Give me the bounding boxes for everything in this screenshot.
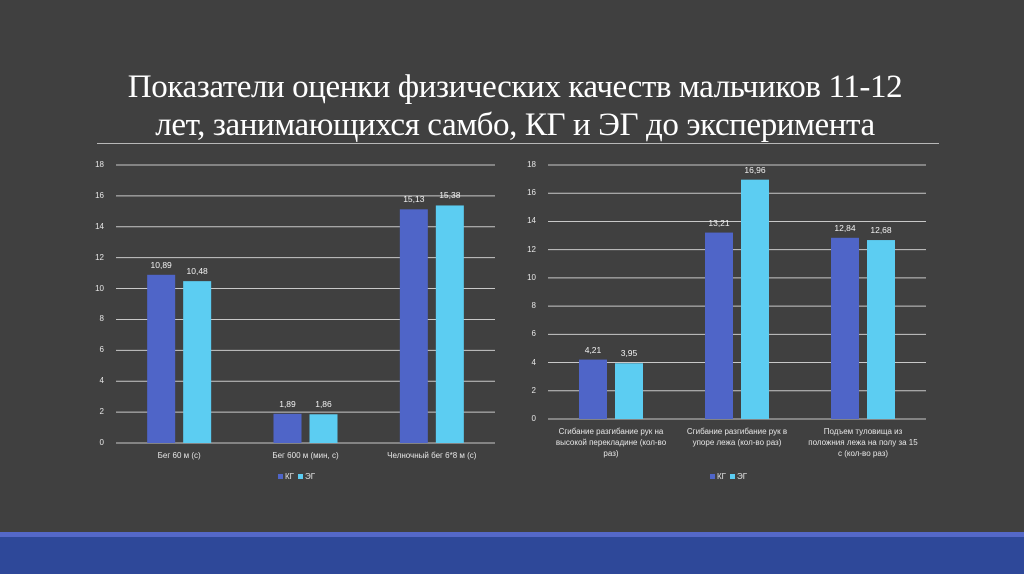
x-axis-category-label: Бег 60 м (с) xyxy=(157,451,201,460)
y-axis-tick: 18 xyxy=(95,160,104,169)
y-axis-tick: 12 xyxy=(527,244,536,254)
bar-eg xyxy=(615,363,643,419)
bar-eg xyxy=(309,414,338,443)
y-axis-tick: 10 xyxy=(527,272,536,282)
y-axis-tick: 4 xyxy=(99,376,104,386)
slide-title: Показатели оценки физических качеств мал… xyxy=(80,68,950,144)
y-axis-tick: 8 xyxy=(531,301,536,311)
bar-kg xyxy=(147,274,176,443)
legend-swatch xyxy=(278,474,283,479)
legend-swatch xyxy=(710,474,715,479)
bar-data-label: 1,86 xyxy=(315,399,332,410)
legend-item-eg: ЭГ xyxy=(298,472,315,481)
y-axis-tick: 12 xyxy=(95,252,104,262)
bar-eg xyxy=(183,281,212,443)
y-axis-tick: 0 xyxy=(531,414,536,423)
legend-label: КГ xyxy=(285,472,294,481)
bar-data-label: 12,84 xyxy=(834,222,856,233)
legend-swatch xyxy=(298,474,303,479)
title-divider xyxy=(97,143,939,144)
bar-kg xyxy=(399,209,428,443)
slide-title-line-1: Показатели оценки физических качеств мал… xyxy=(127,69,903,105)
bar-data-label: 3,95 xyxy=(620,348,638,359)
bar-eg xyxy=(435,205,464,443)
y-axis-tick: 16 xyxy=(527,188,536,198)
y-axis-tick: 10 xyxy=(95,283,104,293)
y-axis-tick: 18 xyxy=(527,160,536,169)
y-axis-tick: 6 xyxy=(531,329,536,339)
legend-label: КГ xyxy=(717,472,726,481)
bar-data-label: 10,89 xyxy=(150,259,172,270)
bar-data-label: 15,38 xyxy=(439,190,461,201)
footer-bar xyxy=(0,537,1024,574)
y-axis-tick: 8 xyxy=(99,314,104,324)
bar-data-label: 1,89 xyxy=(279,398,296,409)
y-axis-tick: 0 xyxy=(99,438,104,447)
x-axis-category-label: Подъем туловища из положния лежа на полу … xyxy=(808,427,918,458)
bar-kg xyxy=(831,237,859,419)
bar-eg xyxy=(741,179,769,419)
x-axis-category-label: Челночный бег 6*8 м (с) xyxy=(387,451,477,460)
legend-label: ЭГ xyxy=(305,472,316,481)
bar-data-label: 16,96 xyxy=(744,164,766,175)
x-axis-category-label: Бег 600 м (мин, с) xyxy=(272,451,339,460)
slide-title-line-2: лет, занимающихся самбо, КГ и ЭГ до эксп… xyxy=(155,107,875,143)
legend-swatch xyxy=(730,474,735,479)
legend-label: ЭГ xyxy=(737,472,748,481)
chart-legend: КГ ЭГ xyxy=(710,472,747,481)
bar-eg xyxy=(867,240,895,419)
y-axis-tick: 2 xyxy=(531,385,536,395)
x-axis-category-label: Сгибание разгибание рук на высокой перекл… xyxy=(555,427,667,458)
legend-item-kg: КГ xyxy=(278,472,294,481)
y-axis-tick: 2 xyxy=(99,407,104,417)
bar-data-label: 10,48 xyxy=(186,266,208,277)
y-axis-tick: 4 xyxy=(531,357,536,367)
x-axis-category-label: Сгибание разгибание рук в упоре лежа (кол… xyxy=(686,427,788,447)
legend-item-eg: ЭГ xyxy=(730,472,747,481)
bar-data-label: 13,21 xyxy=(708,217,730,228)
bar-data-label: 15,13 xyxy=(403,194,425,205)
bar-data-label: 4,21 xyxy=(584,344,602,355)
bar-kg xyxy=(705,232,733,419)
bar-kg xyxy=(273,413,302,443)
y-axis-tick: 6 xyxy=(99,345,104,355)
y-axis-tick: 16 xyxy=(95,190,104,200)
y-axis-tick: 14 xyxy=(527,216,536,226)
bar-kg xyxy=(579,359,607,419)
chart-legend: КГ ЭГ xyxy=(278,472,315,481)
legend-item-kg: КГ xyxy=(710,472,726,481)
bar-data-label: 12,68 xyxy=(870,225,892,236)
footer-accent-strip xyxy=(0,532,1024,537)
y-axis-tick: 14 xyxy=(95,221,104,231)
